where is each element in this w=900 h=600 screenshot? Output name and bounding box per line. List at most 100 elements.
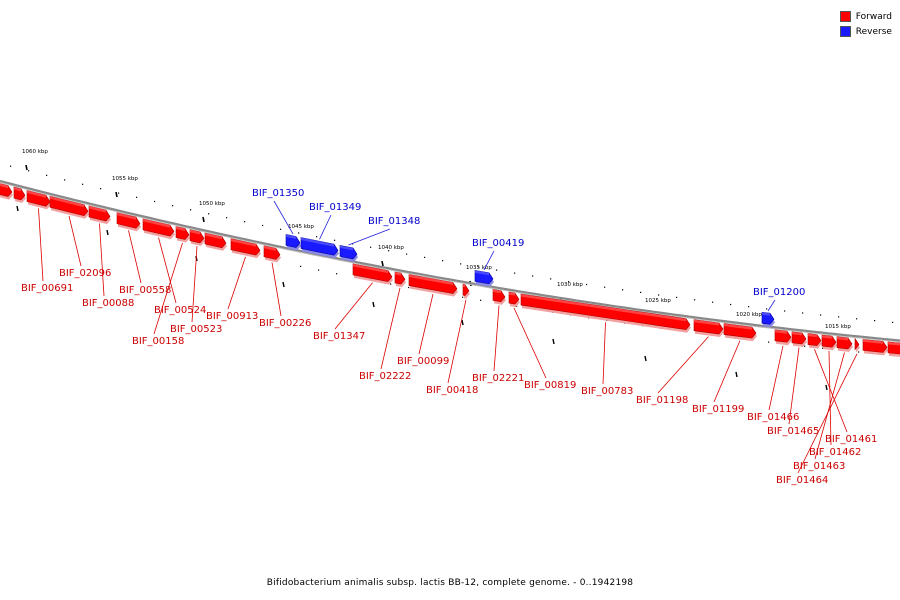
gene-reverse xyxy=(339,245,358,262)
gene-forward xyxy=(807,333,822,349)
gene-label: BIF_01198 xyxy=(636,395,688,406)
scale-tick-minor xyxy=(460,263,462,265)
gene-label: BIF_00819 xyxy=(524,380,576,391)
gene-reverse xyxy=(285,234,301,251)
gene-highlight xyxy=(231,238,256,247)
leader-line xyxy=(153,242,183,335)
gene-label: BIF_00913 xyxy=(206,311,258,322)
gene-highlight xyxy=(117,212,136,220)
gene-label: BIF_01199 xyxy=(692,404,744,415)
scale-tick-minor xyxy=(370,246,372,248)
scale-tick-label: 1055 kbp xyxy=(112,176,138,182)
forward-swatch xyxy=(839,11,851,22)
scale-tick-minor xyxy=(748,306,750,308)
leader-line xyxy=(657,336,709,394)
gene-highlight xyxy=(286,234,296,239)
genome-caption: Bifidobacterium animalis subsp. lactis B… xyxy=(266,578,634,588)
gene-highlight xyxy=(724,323,752,330)
scale-tick-inner xyxy=(825,384,828,391)
gene-body xyxy=(189,229,205,244)
gene-body xyxy=(520,293,691,331)
gene-highlight xyxy=(176,226,185,231)
scale-tick-minor xyxy=(388,250,390,252)
leader-line xyxy=(828,350,832,446)
gene-highlight xyxy=(493,289,501,294)
gene-reverse xyxy=(474,270,494,287)
scale-tick-minor xyxy=(856,318,858,320)
gene-highlight xyxy=(353,263,388,274)
gene-highlight xyxy=(808,333,817,338)
scale-tick-inner xyxy=(461,319,464,326)
leader-line xyxy=(767,299,776,312)
leader-line xyxy=(227,256,246,310)
gene-forward xyxy=(774,329,792,346)
scale-tick-minor xyxy=(658,294,660,296)
scale-tick-minor xyxy=(298,232,300,234)
gene-highlight xyxy=(190,229,200,235)
scale-tick-minor xyxy=(244,221,246,223)
gene-forward xyxy=(394,271,406,288)
leader-line xyxy=(99,223,105,297)
scale-tick-minor xyxy=(694,299,696,301)
legend-forward-label: Forward xyxy=(855,11,892,22)
scale-tick-major xyxy=(115,191,118,198)
gene-reverse xyxy=(761,311,775,328)
scale-tick-minor xyxy=(10,165,12,167)
gene-highlight xyxy=(0,183,8,189)
gene-label: BIF_02096 xyxy=(59,268,111,279)
scale-tick-minor xyxy=(874,320,876,322)
gene-highlight xyxy=(694,319,719,326)
gene-highlight xyxy=(50,196,84,208)
gene-forward xyxy=(462,283,470,299)
gene-label: BIF_01349 xyxy=(309,202,361,213)
leader-line xyxy=(513,307,547,379)
gene-body xyxy=(821,334,837,348)
scale-tick-minor xyxy=(300,265,302,267)
gene-forward xyxy=(116,212,141,232)
leader-line xyxy=(38,208,44,282)
gene-forward xyxy=(508,291,520,308)
gene-forward xyxy=(13,186,26,203)
gene-label: BIF_02221 xyxy=(472,373,524,384)
scale-tick-inner xyxy=(552,338,555,345)
gene-body xyxy=(854,337,860,351)
gene-label: BIF_01200 xyxy=(753,287,805,298)
backbone-shadow xyxy=(0,182,900,343)
gene-highlight xyxy=(395,272,401,276)
gene-label: BIF_01464 xyxy=(776,475,828,486)
gene-forward xyxy=(723,323,757,342)
scale-tick-major xyxy=(25,164,28,171)
scale-tick-label: 1030 kbp xyxy=(557,282,583,288)
scale-tick-minor xyxy=(514,272,516,274)
scale-tick-minor xyxy=(28,170,30,172)
scale-tick-minor xyxy=(478,266,480,268)
gene-label: BIF_01347 xyxy=(313,331,365,342)
gene-forward xyxy=(142,218,175,240)
leader-line xyxy=(797,353,858,474)
gene-highlight xyxy=(463,284,465,288)
scale-tick-minor xyxy=(892,321,894,323)
scale-tick-label: 1060 kbp xyxy=(22,149,48,155)
gene-highlight xyxy=(888,341,900,346)
scale-tick-minor xyxy=(46,174,48,176)
leader-line xyxy=(319,214,332,240)
gene-label: BIF_02222 xyxy=(359,371,411,382)
leader-line xyxy=(348,228,391,246)
leader-line xyxy=(273,200,294,235)
scale-tick-minor xyxy=(316,236,318,238)
gene-label: BIF_00524 xyxy=(154,305,206,316)
gene-label: BIF_00099 xyxy=(397,356,449,367)
gene-forward xyxy=(492,289,506,305)
gene-highlight xyxy=(863,339,883,344)
scale-tick-minor xyxy=(496,269,498,271)
leader-line xyxy=(483,250,495,271)
gene-body xyxy=(142,218,175,237)
gene-label: BIF_01462 xyxy=(809,447,861,458)
scale-tick-minor xyxy=(318,269,320,271)
gene-label: BIF_01466 xyxy=(747,412,799,423)
gene-highlight xyxy=(205,233,222,240)
scale-tick-minor xyxy=(172,205,174,207)
leader-line xyxy=(814,352,845,460)
gene-features xyxy=(0,183,900,357)
gene-forward xyxy=(791,331,807,347)
